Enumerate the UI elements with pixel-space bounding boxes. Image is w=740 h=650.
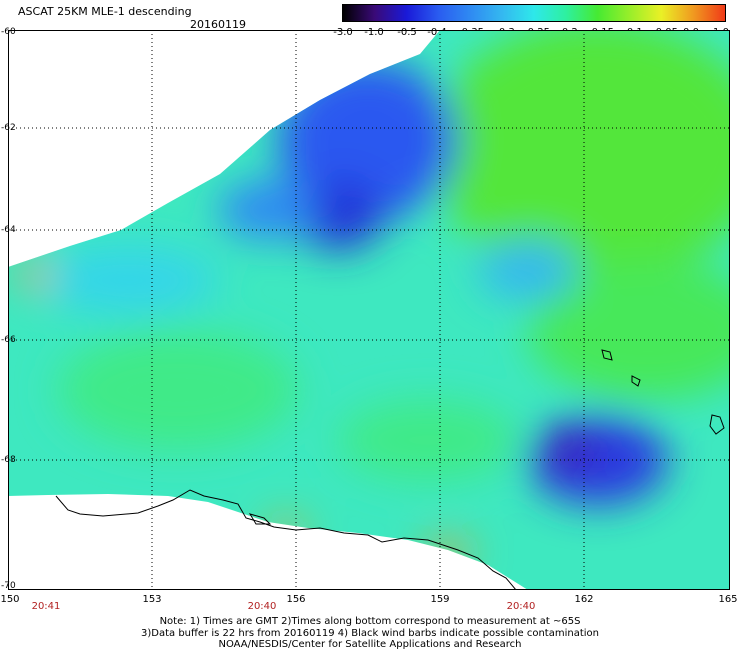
time-label: 20:40 xyxy=(506,601,536,612)
colorbar-label: -3.0 xyxy=(333,27,353,38)
time-label: 20:40 xyxy=(247,601,277,612)
lon-label: 165 xyxy=(718,594,738,605)
data-swath xyxy=(8,30,730,590)
lon-label: 159 xyxy=(430,594,450,605)
lat-label: -70 xyxy=(1,581,16,591)
coastline xyxy=(55,349,725,590)
map-date: 20160119 xyxy=(190,18,246,31)
colorbar-label: -0.5 xyxy=(397,27,417,38)
lon-label: 153 xyxy=(142,594,162,605)
colorbar-label: -0.4 xyxy=(427,27,447,38)
time-label: 20:41 xyxy=(31,601,61,612)
lat-label: -62 xyxy=(1,123,16,133)
footnote-line-1: Note: 1) Times are GMT 2)Times along bot… xyxy=(159,616,581,627)
lat-label: -68 xyxy=(1,455,16,465)
lat-label: -60 xyxy=(1,27,16,37)
footnote-line-3: NOAA/NESDIS/Center for Satellite Applica… xyxy=(218,639,522,650)
lon-label: 150 xyxy=(0,594,20,605)
colorbar-label: -1.0 xyxy=(364,27,384,38)
footnote-line-2: 3)Data buffer is 22 hrs from 20160119 4)… xyxy=(141,628,599,639)
lat-lon-grid xyxy=(8,30,730,590)
colorbar xyxy=(342,4,726,22)
lat-label: -66 xyxy=(1,335,16,345)
lat-label: -64 xyxy=(1,225,16,235)
lon-label: 162 xyxy=(574,594,594,605)
satellite-map xyxy=(8,30,730,590)
lon-label: 156 xyxy=(286,594,306,605)
map-title: ASCAT 25KM MLE-1 descending xyxy=(18,5,192,18)
